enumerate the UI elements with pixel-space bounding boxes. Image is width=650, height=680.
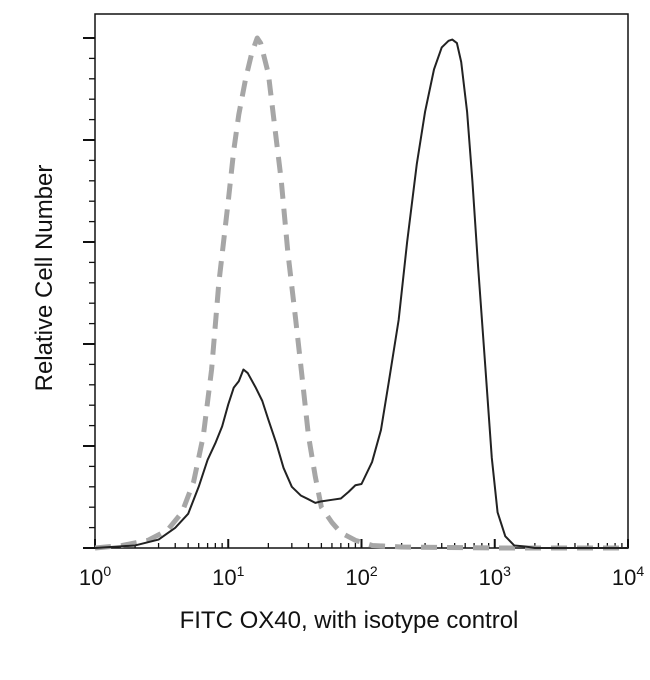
plot-border <box>94 13 629 549</box>
x-tick-label: 101 <box>212 563 244 590</box>
x-tick-label: 104 <box>612 563 644 590</box>
ox40-trace <box>94 38 628 549</box>
x-tick-labels: 100 101 102 103 104 <box>79 563 644 590</box>
series-layer <box>94 35 628 551</box>
x-tick-label: 102 <box>345 563 377 590</box>
x-axis-title: FITC OX40, with isotype control <box>180 607 519 634</box>
isotype-control-trace <box>94 35 628 551</box>
x-tick-label: 103 <box>479 563 511 590</box>
axis-ticks <box>83 37 629 549</box>
x-tick-label: 100 <box>79 563 111 590</box>
y-axis-title: Relative Cell Number <box>31 165 58 392</box>
plot-frame <box>94 13 629 549</box>
